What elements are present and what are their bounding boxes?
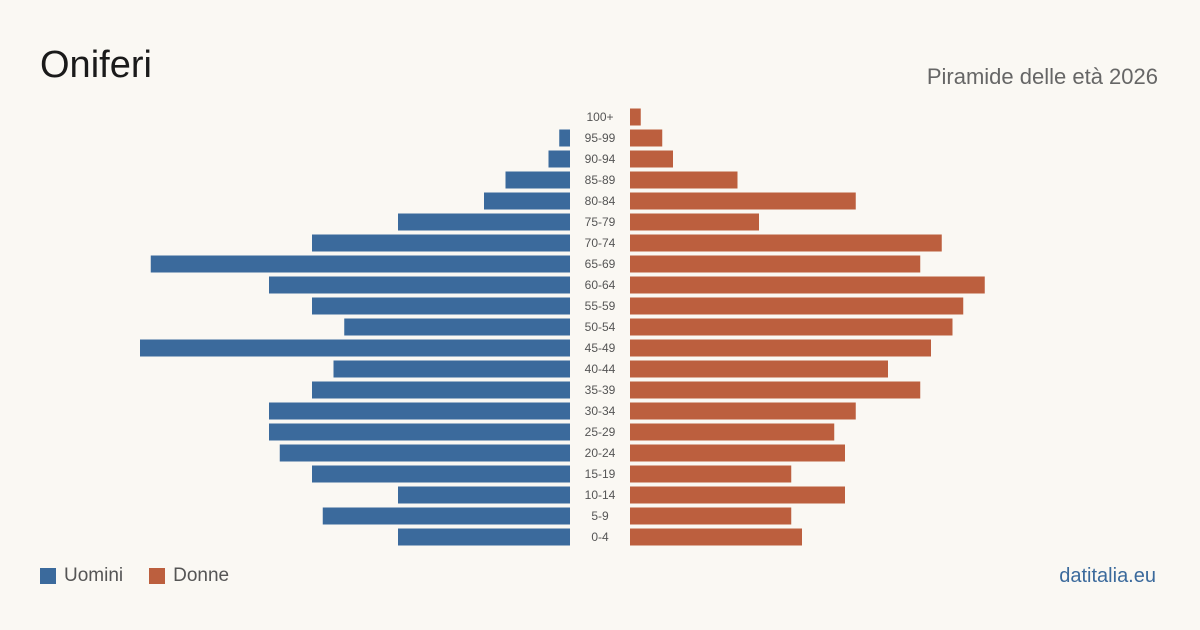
bar-female-95-99 (630, 129, 663, 147)
bar-female-70-74 (630, 234, 942, 252)
bar-female-90-94 (630, 150, 673, 168)
bar-male-5-9 (322, 507, 570, 525)
bar-female-15-19 (630, 465, 792, 483)
bar-female-55-59 (630, 297, 964, 315)
bar-female-35-39 (630, 381, 921, 399)
legend-swatch-female (149, 568, 166, 584)
bar-female-80-84 (630, 192, 856, 210)
brand-link[interactable]: datitalia.eu (1059, 565, 1156, 587)
age-label-5-9: 5-9 (591, 509, 609, 523)
legend-label-female: Donne (173, 565, 230, 586)
age-label-0-4: 0-4 (591, 530, 609, 544)
age-label-95-99: 95-99 (585, 131, 616, 145)
bar-female-10-14 (630, 486, 845, 504)
bar-female-65-69 (630, 255, 921, 273)
bar-male-0-4 (398, 528, 570, 546)
bar-male-35-39 (312, 381, 570, 399)
bar-female-45-49 (630, 339, 931, 357)
age-label-20-24: 20-24 (585, 446, 616, 460)
age-label-60-64: 60-64 (585, 278, 616, 292)
legend-item-female: Donne (149, 565, 229, 587)
bar-male-55-59 (312, 297, 570, 315)
bar-male-10-14 (398, 486, 570, 504)
bar-female-0-4 (630, 528, 802, 546)
bar-female-100+ (630, 108, 641, 126)
age-label-75-79: 75-79 (585, 215, 616, 229)
chart-subtitle: Piramide delle età 2026 (926, 64, 1158, 89)
bar-male-20-24 (279, 444, 570, 462)
bar-female-40-44 (630, 360, 888, 378)
legend-label-male: Uomini (64, 565, 124, 586)
bar-female-85-89 (630, 171, 738, 189)
age-label-100+: 100+ (586, 110, 613, 124)
bar-male-70-74 (312, 234, 570, 252)
bar-male-40-44 (333, 360, 570, 378)
legend-item-male: Uomini (40, 565, 123, 587)
legend-swatch-male (40, 568, 56, 584)
bar-male-65-69 (150, 255, 570, 273)
age-label-30-34: 30-34 (585, 404, 616, 418)
age-label-55-59: 55-59 (585, 299, 616, 313)
age-label-65-69: 65-69 (585, 257, 616, 271)
bar-female-5-9 (630, 507, 792, 525)
bar-male-95-99 (559, 129, 570, 147)
bar-female-25-29 (630, 423, 835, 441)
age-label-70-74: 70-74 (585, 236, 616, 250)
bar-male-75-79 (398, 213, 570, 231)
age-label-10-14: 10-14 (585, 488, 616, 502)
bar-male-60-64 (269, 276, 570, 294)
age-label-15-19: 15-19 (585, 467, 616, 481)
bar-male-90-94 (548, 150, 570, 168)
age-label-45-49: 45-49 (585, 341, 616, 355)
age-label-50-54: 50-54 (585, 320, 616, 334)
age-label-35-39: 35-39 (585, 383, 616, 397)
bar-female-50-54 (630, 318, 953, 336)
bar-male-50-54 (344, 318, 570, 336)
age-label-40-44: 40-44 (585, 362, 616, 376)
bar-male-25-29 (269, 423, 570, 441)
bar-female-20-24 (630, 444, 845, 462)
bar-male-80-84 (484, 192, 570, 210)
age-label-90-94: 90-94 (585, 152, 616, 166)
age-label-85-89: 85-89 (585, 173, 616, 187)
age-label-80-84: 80-84 (585, 194, 616, 208)
bar-female-30-34 (630, 402, 856, 420)
chart-legend: Uomini Donne (40, 565, 255, 587)
bar-male-85-89 (505, 171, 570, 189)
age-label-25-29: 25-29 (585, 425, 616, 439)
page-title: Oniferi (40, 44, 152, 86)
bar-male-45-49 (140, 339, 570, 357)
bar-male-15-19 (312, 465, 570, 483)
bar-female-60-64 (630, 276, 985, 294)
bar-male-30-34 (269, 402, 570, 420)
bar-female-75-79 (630, 213, 759, 231)
